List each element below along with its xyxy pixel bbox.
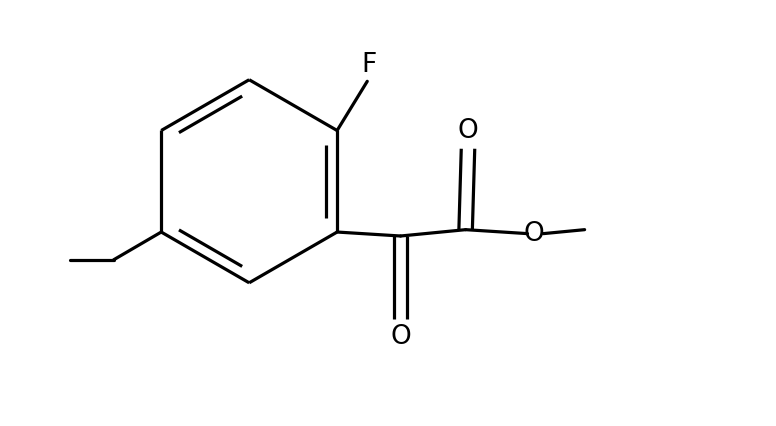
Text: O: O [458, 118, 478, 144]
Text: O: O [524, 222, 545, 248]
Text: F: F [361, 52, 376, 78]
Text: O: O [390, 324, 411, 350]
